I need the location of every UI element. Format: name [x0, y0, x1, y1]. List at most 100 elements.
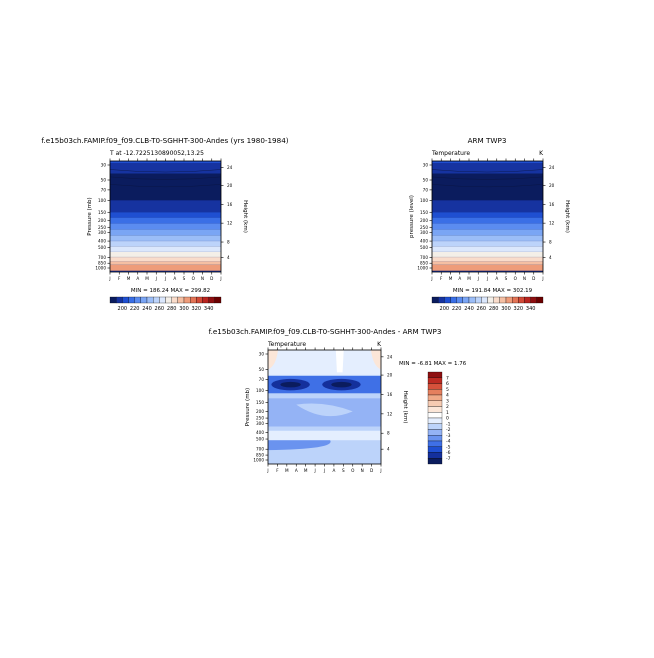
colorbar-label: -3 — [446, 433, 451, 439]
chart-panel-1: f.e15b03ch.FAMIP.f09_f09.CLB-T0-SGHHT-30… — [41, 136, 288, 312]
x-tick-label: N — [201, 276, 204, 281]
y-right-tick-label: 4 — [549, 255, 552, 260]
y-right-tick-label: 24 — [549, 165, 555, 170]
colorbar-label: 280 — [167, 306, 177, 312]
colorbar-label: 240 — [142, 306, 152, 312]
y-right-axis-label: Height (km) — [402, 391, 408, 424]
y-tick-label: 100 — [98, 198, 106, 203]
x-tick-label: M — [304, 468, 308, 473]
colorbar-swatch — [122, 296, 129, 304]
colorbar-label: 260 — [477, 306, 487, 312]
y-tick-label: 300 — [98, 230, 106, 235]
y-tick-label: 1000 — [253, 458, 264, 463]
y-axis-label: pressure (level) — [409, 195, 415, 238]
minmax-label: MIN = 191.84 MAX = 302.19 — [453, 288, 533, 294]
colorbar-label: 320 — [514, 306, 524, 312]
y-tick-label: 1000 — [417, 266, 428, 271]
colorbar-swatch — [450, 296, 457, 304]
x-tick-label: M — [145, 276, 149, 281]
colorbar-label: -2 — [446, 427, 451, 433]
chart-subtitle-left: Temperature — [431, 150, 470, 157]
y-tick-label: 300 — [420, 230, 428, 235]
colorbar-swatch — [116, 296, 123, 304]
x-tick-label: F — [118, 276, 121, 281]
x-tick-label: F — [276, 468, 279, 473]
y-tick-label: 700 — [420, 255, 428, 260]
colorbar-label: 340 — [526, 306, 536, 312]
colorbar-swatch — [518, 296, 525, 304]
y-tick-label: 500 — [256, 437, 264, 442]
y-tick-label: 400 — [98, 239, 106, 244]
colorbar-swatch — [183, 296, 191, 304]
chart-title: ARM TWP3 — [468, 136, 507, 145]
colorbar-swatch — [208, 296, 215, 304]
colorbar-swatch — [427, 377, 443, 384]
colorbar-swatch — [499, 296, 507, 304]
colorbar-swatch — [524, 296, 531, 304]
y-tick-label: 150 — [420, 210, 428, 215]
y-tick-label: 30 — [259, 352, 265, 357]
chart-subtitle-right: K — [539, 150, 544, 157]
colorbar-label: -6 — [446, 450, 451, 456]
colorbar-swatch — [427, 406, 443, 413]
colorbar-swatch — [427, 452, 443, 459]
colorbar-swatch — [462, 296, 470, 304]
colorbar-label: 220 — [452, 306, 462, 312]
colorbar-swatch — [427, 458, 443, 465]
colorbar-swatch — [214, 296, 222, 304]
y-tick-label: 250 — [98, 225, 106, 230]
y-tick-label: 500 — [420, 245, 428, 250]
colorbar-label: 280 — [489, 306, 499, 312]
y-right-tick-label: 4 — [387, 447, 390, 452]
x-tick-label: N — [361, 468, 364, 473]
colorbar-label: -7 — [446, 456, 451, 462]
x-tick-label: J — [379, 468, 381, 473]
colorbar-label: -5 — [446, 444, 451, 450]
colorbar-swatch — [146, 296, 154, 304]
colorbar-swatch — [153, 296, 160, 304]
chart-subtitle-right: K — [377, 341, 382, 348]
y-tick-label: 30 — [101, 163, 107, 168]
colorbar-label: 0 — [446, 416, 449, 422]
x-tick-label: J — [313, 468, 315, 473]
x-tick-label: F — [440, 276, 443, 281]
x-tick-label: D — [532, 276, 535, 281]
x-tick-label: J — [266, 468, 268, 473]
colorbar-swatch — [427, 371, 443, 378]
colorbar-label: 260 — [155, 306, 165, 312]
x-tick-label: S — [183, 276, 186, 281]
colorbar-swatch — [505, 296, 513, 304]
x-tick-label: J — [477, 276, 479, 281]
colorbar-swatch — [427, 412, 443, 419]
x-tick-label: D — [210, 276, 213, 281]
x-tick-label: J — [164, 276, 166, 281]
colorbar-label: 200 — [118, 306, 128, 312]
colorbar-label: 6 — [446, 381, 449, 387]
x-tick-label: O — [514, 276, 518, 281]
colorbar-swatch — [159, 296, 166, 304]
chart-subtitle-left: Temperature — [267, 341, 306, 348]
colorbar-swatch — [530, 296, 537, 304]
x-tick-label: J — [323, 468, 325, 473]
y-tick-label: 500 — [98, 245, 106, 250]
plot-area — [268, 350, 381, 464]
y-tick-label: 850 — [98, 261, 106, 266]
colorbar-swatch — [171, 296, 178, 304]
colorbar-swatch — [427, 446, 443, 453]
y-tick-label: 50 — [101, 178, 107, 183]
colorbar-label: -1 — [446, 421, 451, 427]
colorbar-swatch — [196, 296, 203, 304]
colorbar-swatch — [427, 389, 443, 396]
y-tick-label: 250 — [420, 225, 428, 230]
colorbar-label: 240 — [464, 306, 474, 312]
x-tick-label: A — [495, 276, 498, 281]
y-tick-label: 850 — [420, 261, 428, 266]
y-tick-label: 250 — [256, 416, 264, 421]
colorbar-label: 5 — [446, 387, 449, 393]
x-tick-label: M — [127, 276, 131, 281]
x-tick-label: A — [295, 468, 298, 473]
colorbar-swatch — [202, 296, 209, 304]
colorbar-swatch — [456, 296, 463, 304]
colorbar-label: 340 — [204, 306, 214, 312]
